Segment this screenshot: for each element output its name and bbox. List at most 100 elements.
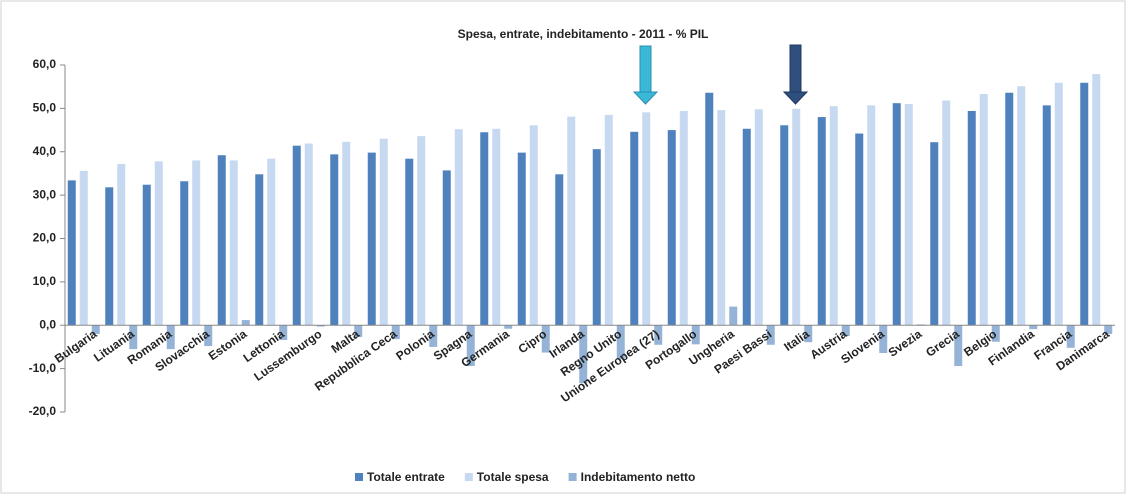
legend-label: Totale spesa — [477, 470, 549, 484]
bar — [342, 141, 351, 326]
bar — [967, 110, 976, 326]
bar — [316, 325, 325, 327]
bar — [129, 325, 138, 350]
bar — [367, 152, 376, 326]
bar — [705, 92, 714, 326]
bar — [241, 320, 250, 326]
bar — [330, 154, 339, 326]
bar — [1066, 325, 1075, 348]
bar — [766, 325, 775, 345]
bar — [930, 142, 939, 326]
bar — [841, 325, 850, 337]
y-tick-label: 10,0 — [33, 274, 57, 288]
bar — [829, 106, 838, 326]
y-tick-label: 60,0 — [33, 57, 57, 71]
bar — [417, 136, 426, 326]
bar — [1005, 92, 1014, 326]
bar — [154, 161, 163, 326]
bar — [67, 180, 76, 326]
y-tick-label: 0,0 — [39, 317, 56, 331]
bar — [217, 155, 226, 326]
arrow-ue — [632, 45, 659, 105]
bar — [579, 325, 588, 383]
y-tick-label: 30,0 — [33, 187, 57, 201]
bar — [567, 116, 576, 326]
bar — [466, 325, 475, 367]
y-tick-label: 40,0 — [33, 144, 57, 158]
bar — [166, 325, 175, 350]
bar — [267, 158, 276, 326]
bar — [117, 163, 126, 326]
legend-swatch — [464, 473, 473, 481]
bar — [105, 187, 114, 326]
bar — [679, 110, 688, 326]
bar — [642, 112, 651, 326]
y-tick-label: 20,0 — [33, 231, 57, 245]
bar — [991, 325, 1000, 342]
bar — [592, 149, 601, 326]
legend-swatch — [355, 473, 363, 481]
bar — [691, 325, 700, 345]
bar — [492, 128, 501, 326]
bar — [180, 181, 189, 326]
bar — [304, 143, 313, 326]
bar — [454, 129, 463, 326]
bar — [804, 325, 813, 343]
bar — [792, 108, 801, 326]
bar — [667, 130, 676, 326]
bar — [729, 306, 738, 326]
bar — [529, 125, 538, 326]
bar — [1104, 325, 1113, 334]
bar — [742, 128, 751, 326]
bar — [229, 160, 238, 326]
bar — [391, 325, 400, 340]
bar — [604, 114, 613, 326]
bar — [255, 174, 264, 326]
bar — [517, 152, 526, 326]
bar — [504, 325, 513, 329]
bar — [616, 325, 625, 360]
chart-title: Spesa, entrate, indebitamento - 2011 - %… — [458, 27, 709, 41]
bar — [1029, 325, 1038, 330]
legend-label: Indebitamento netto — [581, 470, 696, 484]
bar — [192, 160, 201, 326]
bar — [942, 100, 951, 326]
bar — [1017, 86, 1026, 326]
bar — [1042, 105, 1051, 326]
bar — [817, 117, 826, 326]
legend-label: Totale entrate — [367, 470, 445, 484]
bar — [442, 170, 451, 326]
bar — [405, 158, 414, 326]
bar — [292, 145, 301, 326]
bar — [541, 325, 550, 353]
bar — [1080, 82, 1089, 326]
bar — [979, 94, 988, 326]
legend-swatch — [568, 473, 577, 481]
y-tick-label: -20,0 — [29, 404, 57, 418]
bar — [354, 325, 363, 337]
bar — [904, 104, 913, 326]
arrow-italia — [782, 44, 809, 105]
bar — [91, 325, 100, 334]
bar — [630, 131, 639, 326]
bar — [480, 132, 489, 326]
y-tick-label: 50,0 — [33, 101, 57, 115]
bar — [279, 325, 288, 340]
bar — [867, 105, 876, 326]
bar — [954, 325, 963, 367]
bar — [429, 325, 438, 347]
bar — [79, 170, 88, 326]
bar — [654, 325, 663, 345]
bar — [879, 325, 888, 354]
bar — [717, 110, 726, 326]
bar — [855, 133, 864, 326]
bar — [1092, 74, 1101, 326]
bar — [204, 325, 213, 347]
bar — [379, 138, 388, 326]
bar — [892, 103, 901, 326]
bar — [754, 109, 763, 326]
bar — [1054, 82, 1063, 326]
bar — [780, 125, 789, 326]
bar — [555, 174, 564, 326]
